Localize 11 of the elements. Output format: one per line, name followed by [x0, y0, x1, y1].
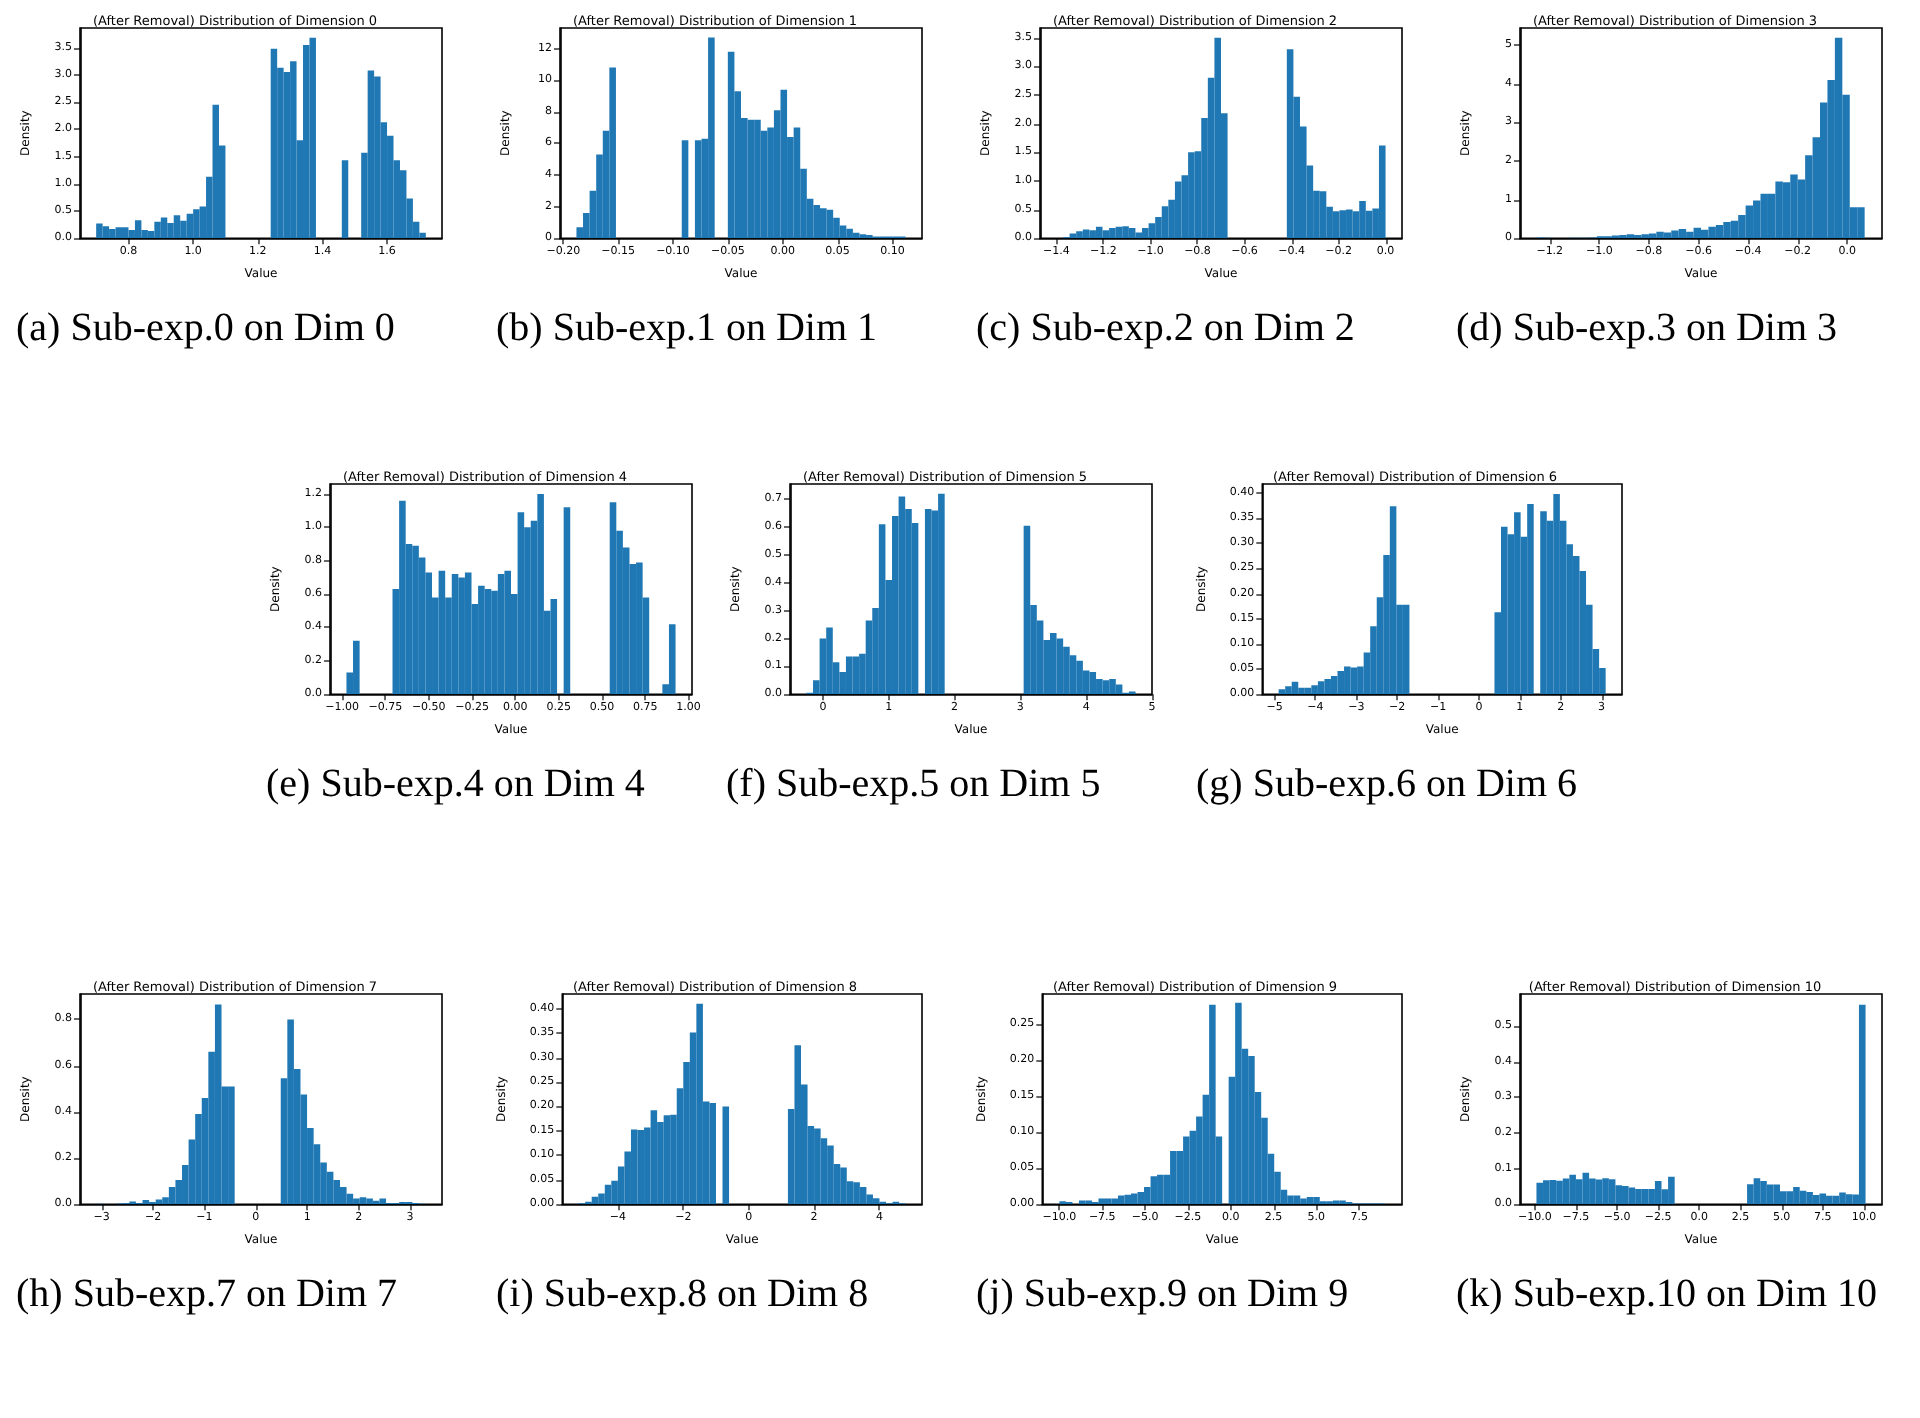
text: (c) Sub-exp.2 on Dim 2 — [976, 306, 1357, 350]
text: (e) Sub-exp.4 on Dim 4 — [266, 762, 647, 806]
text: (j) Sub-exp.9 on Dim 9 — [976, 1272, 1351, 1316]
text: (g) Sub-exp.6 on Dim 6 — [1196, 762, 1580, 806]
text: (i) Sub-exp.8 on Dim 8 — [496, 1272, 871, 1316]
text: (k) Sub-exp.10 on Dim 10 — [1456, 1272, 1880, 1316]
text: (f) Sub-exp.5 on Dim 5 — [726, 762, 1103, 806]
text: (a) Sub-exp.0 on Dim 0 — [16, 306, 397, 350]
text: (h) Sub-exp.7 on Dim 7 — [16, 1272, 400, 1316]
text: (b) Sub-exp.1 on Dim 1 — [496, 306, 880, 350]
text: (d) Sub-exp.3 on Dim 3 — [1456, 306, 1840, 350]
